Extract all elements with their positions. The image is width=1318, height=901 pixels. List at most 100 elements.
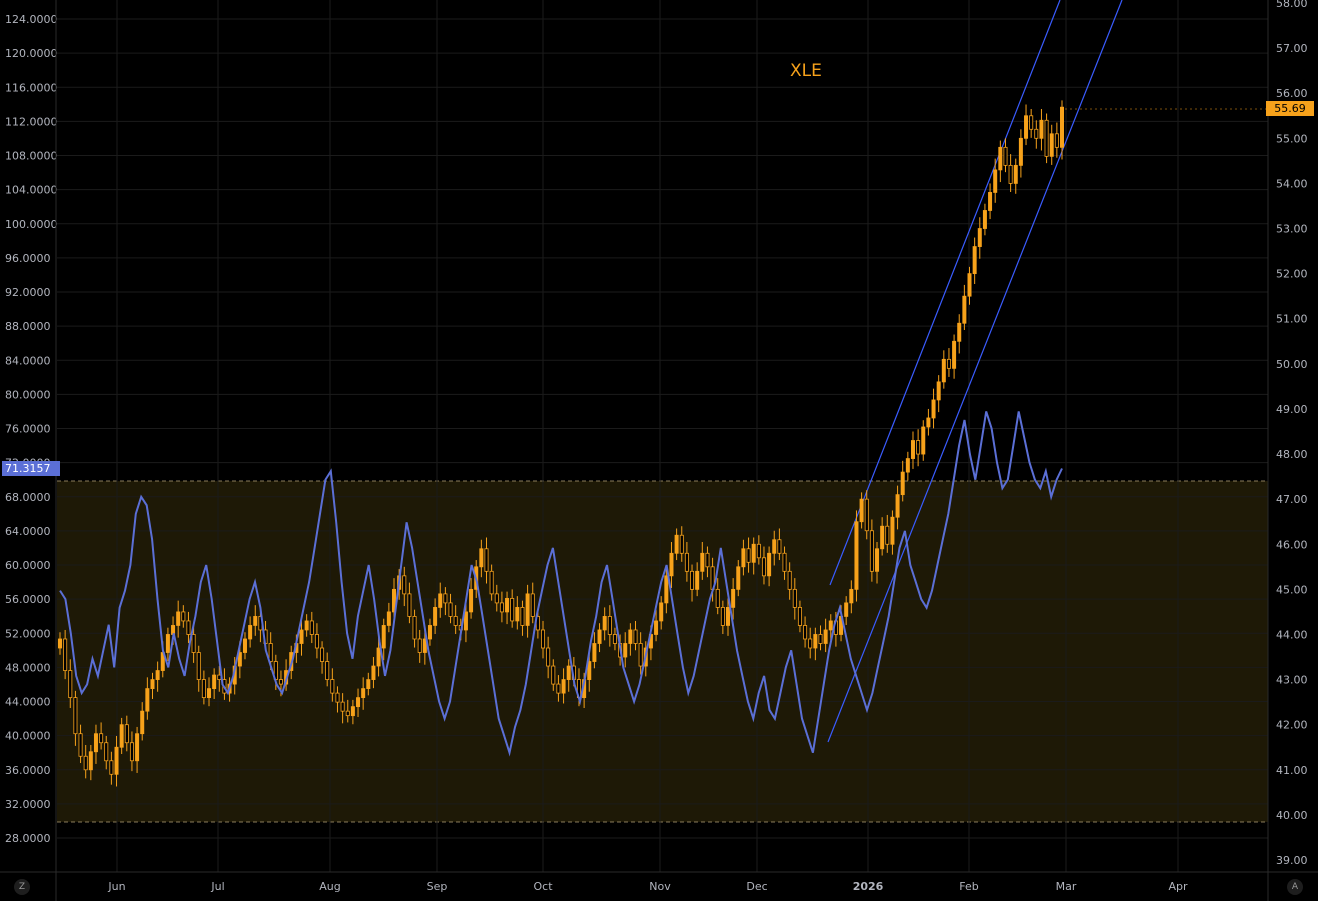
candle-body <box>63 638 68 671</box>
candle-body <box>931 399 936 419</box>
left-tick-label: 120.0000 <box>5 47 58 60</box>
candle-body <box>895 494 900 518</box>
candle-body <box>1024 115 1029 139</box>
candle-body <box>859 498 864 523</box>
price-value-tag: 55.69 <box>1266 101 1314 116</box>
candle-body <box>1029 115 1034 130</box>
left-tick-label: 104.0000 <box>5 184 58 197</box>
left-tick-label: 108.0000 <box>5 150 58 163</box>
candle-body <box>150 679 155 689</box>
candle-body <box>654 620 659 635</box>
candle-body <box>109 760 114 775</box>
right-tick-label: 53.00 <box>1276 223 1308 236</box>
candle-body <box>854 521 859 590</box>
time-tick-label: Feb <box>959 880 978 893</box>
candle-body <box>823 629 828 644</box>
candle-body <box>407 593 412 617</box>
candle-body <box>864 498 869 532</box>
candle-body <box>849 588 854 604</box>
left-tick-label: 36.0000 <box>5 764 51 777</box>
candle-body <box>890 516 895 545</box>
right-tick-label: 55.00 <box>1276 132 1308 145</box>
candle-body <box>797 607 802 626</box>
time-axis: Jun Jul Aug Sep Oct Nov Dec 2026 Feb Mar Apr <box>107 880 1188 893</box>
candle-body <box>299 629 304 644</box>
candle-body <box>566 665 571 680</box>
candle-body <box>957 322 962 342</box>
right-tick-label: 46.00 <box>1276 538 1308 551</box>
candle-body <box>910 440 915 459</box>
left-tick-label: 28.0000 <box>5 832 51 845</box>
candle-body <box>726 607 731 626</box>
candle-body <box>946 358 951 369</box>
left-tick-label: 32.0000 <box>5 798 51 811</box>
candle-body <box>926 417 931 428</box>
candle-body <box>962 295 967 324</box>
right-tick-label: 47.00 <box>1276 493 1308 506</box>
time-tick-label: Nov <box>649 880 671 893</box>
candle-body <box>720 607 725 626</box>
candle-body <box>551 665 556 685</box>
candle-body <box>119 724 124 748</box>
left-tick-label: 92.0000 <box>5 286 51 299</box>
time-tick-label: Aug <box>319 880 340 893</box>
right-tick-label: 56.00 <box>1276 87 1308 100</box>
zoom-left-button[interactable]: Z <box>14 879 30 895</box>
time-tick-label: Dec <box>746 880 767 893</box>
candle-body <box>684 552 689 572</box>
candle-body <box>792 588 797 608</box>
right-tick-label: 45.00 <box>1276 583 1308 596</box>
right-tick-label: 44.00 <box>1276 628 1308 641</box>
chart-title: XLE <box>790 61 822 81</box>
candle-body <box>916 440 921 455</box>
candle-body <box>479 548 484 568</box>
candle-body <box>391 588 396 613</box>
candle-body <box>196 652 201 680</box>
candle-body <box>237 652 242 667</box>
candle-body <box>679 534 684 554</box>
candle-body <box>633 629 638 644</box>
candle-body <box>885 525 890 545</box>
candle-body <box>433 607 438 626</box>
left-tick-label: 76.0000 <box>5 423 51 436</box>
candle-body <box>165 634 170 653</box>
time-tick-label: Sep <box>427 880 448 893</box>
candle-body <box>304 620 309 631</box>
candle-body <box>155 670 160 680</box>
channel-line <box>829 0 1061 586</box>
candle-body <box>592 643 597 662</box>
left-tick-label: 52.0000 <box>5 627 51 640</box>
left-tick-label: 64.0000 <box>5 525 51 538</box>
candle-body <box>972 246 977 275</box>
candle-body <box>268 643 273 662</box>
candle-body <box>186 620 191 635</box>
candle-body <box>371 665 376 680</box>
trend-channel[interactable] <box>827 0 1123 743</box>
time-tick-label: Mar <box>1056 880 1077 893</box>
candle-body <box>746 548 751 563</box>
candle-body <box>869 530 874 572</box>
left-tick-label: 56.0000 <box>5 593 51 606</box>
right-tick-label: 49.00 <box>1276 403 1308 416</box>
candle-body <box>520 607 525 626</box>
left-tick-label: 80.0000 <box>5 388 51 401</box>
candle-body <box>952 340 957 369</box>
candle-body <box>977 228 982 247</box>
candle-body <box>463 611 468 631</box>
candle-body <box>638 643 643 667</box>
candle-body <box>248 625 253 640</box>
candle-body <box>68 670 73 699</box>
candle-body <box>422 638 427 653</box>
candle-body <box>1018 137 1023 166</box>
candle-body <box>587 661 592 680</box>
auto-scale-button[interactable]: A <box>1287 879 1303 895</box>
candle-body <box>356 697 361 708</box>
candle-body <box>499 602 504 613</box>
candle-body <box>1039 119 1044 139</box>
candle-body <box>787 570 792 590</box>
candle-body <box>988 192 993 211</box>
time-tick-label: 2026 <box>853 880 884 893</box>
candle-body <box>176 611 181 626</box>
candle-body <box>181 611 186 622</box>
